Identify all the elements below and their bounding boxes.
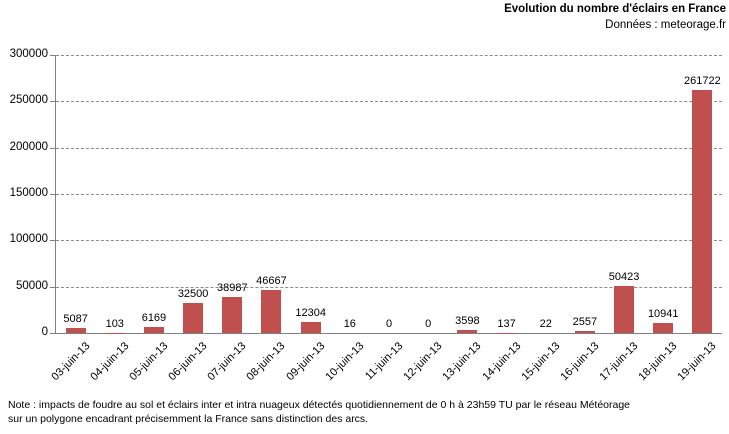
x-axis-label: 09-juin-13 <box>284 340 328 384</box>
y-axis-label: 0 <box>41 326 48 338</box>
x-axis-label: 17-juin-13 <box>597 340 641 384</box>
bar-value-label: 22 <box>539 317 552 330</box>
y-axis-tick <box>50 240 55 242</box>
y-axis-label: 250000 <box>9 94 48 107</box>
plot-area: 5087 103 6169 32500 38987 46667 12304 16 0 0 3598 1… <box>50 55 722 334</box>
y-axis-label: 150000 <box>9 187 48 199</box>
bar <box>653 322 674 333</box>
bar <box>457 329 478 333</box>
bar-value-label: 32500 <box>177 287 209 300</box>
bar <box>143 327 164 333</box>
x-axis-label: 05-juin-13 <box>127 340 171 384</box>
bar-value-label: 137 <box>497 317 516 330</box>
y-axis-tick <box>50 101 55 103</box>
gridline <box>56 147 722 149</box>
x-axis-label: 04-juin-13 <box>88 340 132 384</box>
footnote: Note : impacts de foudre au sol et éclai… <box>8 398 630 426</box>
x-axis-label: 14-juin-13 <box>479 340 524 384</box>
bar-value-label: 0 <box>425 318 432 330</box>
y-axis-tick <box>50 55 55 56</box>
x-axis-label: 06-juin-13 <box>166 340 210 384</box>
bar-value-label: 0 <box>385 318 393 330</box>
bar-value-label: 50423 <box>608 271 640 284</box>
y-axis-label: 200000 <box>9 140 48 153</box>
bar <box>614 286 635 333</box>
x-axis-label: 16-juin-13 <box>558 340 602 384</box>
y-axis-label: 100000 <box>9 233 48 246</box>
y-axis-label: 50000 <box>16 279 48 292</box>
bar-value-label: 103 <box>105 317 124 330</box>
gridline <box>56 240 722 242</box>
bar-value-label: 2557 <box>572 315 598 328</box>
bar-value-label: 12304 <box>295 306 326 319</box>
y-axis-label: 300000 <box>9 48 48 60</box>
y-axis-tick <box>50 286 55 288</box>
bar <box>261 289 282 333</box>
bar-value-label: 16 <box>343 318 356 330</box>
x-axis-label: 15-juin-13 <box>519 340 563 384</box>
bar <box>65 328 86 333</box>
bar <box>183 302 204 333</box>
bar <box>222 296 243 333</box>
bar-value-label: 5087 <box>63 313 88 326</box>
y-axis-tick <box>50 194 55 195</box>
bar-value-label: 261722 <box>684 75 721 88</box>
bar <box>692 90 713 333</box>
footnote-line-2: sur un polygone encadrant précisemment l… <box>8 413 369 425</box>
chart-subtitle: Données : meteorage.fr <box>605 19 726 31</box>
bar-value-label: 6169 <box>141 312 167 325</box>
x-axis-label: 03-juin-13 <box>48 340 93 384</box>
gridline <box>56 101 722 103</box>
bar-value-label: 46667 <box>256 274 287 287</box>
x-axis-label: 19-juin-13 <box>675 340 719 384</box>
bar-value-label: 3598 <box>455 314 480 327</box>
x-axis-label: 11-juin-13 <box>362 340 406 383</box>
x-axis-label: 08-juin-13 <box>244 340 288 384</box>
bar-value-label: 10941 <box>647 307 679 320</box>
x-axis-label: 13-juin-13 <box>440 340 484 384</box>
y-axis-labels: 0 50000 100000 150000 200000 250000 300000 <box>0 48 48 338</box>
bar-value-label: 38987 <box>216 281 248 294</box>
gridline <box>56 194 722 195</box>
y-axis-tick <box>50 147 55 149</box>
gridline <box>56 55 722 56</box>
y-axis-tick <box>50 333 55 334</box>
bar <box>300 321 321 333</box>
chart-title: Evolution du nombre d'éclairs en France <box>504 3 726 15</box>
x-axis-label: 10-juin-13 <box>323 340 367 384</box>
bar <box>574 330 595 333</box>
x-axis-label: 12-juin-13 <box>401 340 445 384</box>
x-axis-label: 07-juin-13 <box>205 340 249 384</box>
footnote-line-1: Note : impacts de foudre au sol et éclai… <box>8 399 631 411</box>
gridline <box>56 286 722 288</box>
x-axis-labels: 03-juin-13 04-juin-13 05-juin-13 06-juin-13… <box>49 333 721 395</box>
x-axis-label: 18-juin-13 <box>636 340 680 384</box>
